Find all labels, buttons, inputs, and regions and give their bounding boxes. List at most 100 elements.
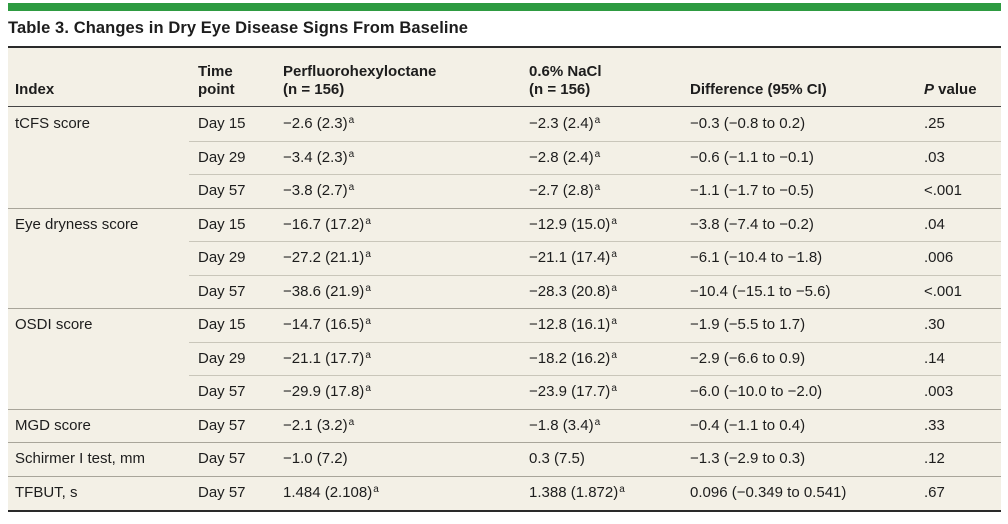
cell-time: Day 57 — [198, 450, 246, 468]
table-row: Day 29 −21.1 (17.7)a −18.2 (16.2)a −2.9 (−6… — [8, 341, 1001, 376]
column-header-nacl: 0.6% NaCl (n = 156) — [529, 63, 602, 98]
column-header-index: Index — [15, 81, 55, 98]
table-row: OSDI score Day 15 −14.7 (16.5)a −12.8 (16.1… — [8, 308, 1001, 342]
footnote-marker: a — [365, 349, 371, 361]
cell-drug: −16.7 (17.2)a — [283, 215, 371, 233]
cell-p: .12 — [924, 450, 945, 468]
cell-control: −28.3 (20.8)a — [529, 282, 617, 300]
table-body: tCFS score Day 15 −2.6 (2.3)a −2.3 (2.4)a −0… — [8, 107, 1001, 509]
cell-time: Day 15 — [198, 115, 246, 133]
cell-time: Day 15 — [198, 316, 246, 334]
cell-control: −2.7 (2.8)a — [529, 182, 601, 200]
cell-p: .003 — [924, 383, 954, 401]
cell-index: TFBUT, s — [15, 483, 78, 501]
accent-bar — [8, 3, 1001, 11]
cell-p: .03 — [924, 148, 945, 166]
cell-p: .67 — [924, 483, 945, 501]
cell-time: Day 29 — [198, 249, 246, 267]
cell-drug: 1.484 (2.108)a — [283, 483, 379, 501]
cell-difference: −10.4 (−15.1 to −5.6) — [690, 282, 831, 300]
cell-index: tCFS score — [15, 115, 91, 133]
cell-drug: −3.4 (2.3)a — [283, 148, 355, 166]
footnote-marker: a — [611, 316, 617, 328]
cell-time: Day 29 — [198, 349, 246, 367]
cell-control: 0.3 (7.5) — [529, 450, 585, 468]
column-header-time-point: Time point — [198, 63, 235, 98]
cell-difference: −2.9 (−6.6 to 0.9) — [690, 349, 806, 367]
cell-drug: −21.1 (17.7)a — [283, 349, 371, 367]
footnote-marker: a — [619, 483, 625, 495]
cell-drug: −14.7 (16.5)a — [283, 316, 371, 334]
cell-control: −1.8 (3.4)a — [529, 416, 601, 434]
table-title: Table 3. Changes in Dry Eye Disease Sign… — [8, 19, 469, 37]
cell-time: Day 57 — [198, 416, 246, 434]
footnote-marker: a — [594, 148, 601, 160]
cell-drug: −38.6 (21.9)a — [283, 282, 371, 300]
cell-control: −12.9 (15.0)a — [529, 215, 617, 233]
footnote-marker: a — [611, 282, 617, 294]
cell-difference: −1.3 (−2.9 to 0.3) — [690, 450, 806, 468]
cell-drug: −2.6 (2.3)a — [283, 115, 355, 133]
footnote-marker: a — [611, 215, 617, 227]
footnote-marker: a — [373, 483, 379, 495]
footnote-marker: a — [348, 182, 355, 194]
table-row: Day 57 −38.6 (21.9)a −28.3 (20.8)a −10.4 (−… — [8, 274, 1001, 309]
cell-p: .04 — [924, 215, 945, 233]
cell-time: Day 57 — [198, 483, 246, 501]
cell-drug: −29.9 (17.8)a — [283, 383, 371, 401]
table-row: Day 29 −3.4 (2.3)a −2.8 (2.4)a −0.6 (−1.1 t… — [8, 140, 1001, 175]
cell-control: −2.3 (2.4)a — [529, 115, 601, 133]
column-header-difference: Difference (95% CI) — [690, 81, 827, 98]
cell-p: <.001 — [924, 282, 962, 300]
cell-p: .006 — [924, 249, 954, 267]
cell-drug: −27.2 (21.1)a — [283, 249, 371, 267]
cell-time: Day 57 — [198, 182, 246, 200]
cell-difference: −6.0 (−10.0 to −2.0) — [690, 383, 823, 401]
cell-control: −18.2 (16.2)a — [529, 349, 617, 367]
footnote-marker: a — [348, 148, 355, 160]
cell-control: −21.1 (17.4)a — [529, 249, 617, 267]
table-row: Day 29 −27.2 (21.1)a −21.1 (17.4)a −6.1 (−1… — [8, 241, 1001, 275]
cell-control: −23.9 (17.7)a — [529, 383, 617, 401]
cell-control: 1.388 (1.872)a — [529, 483, 625, 501]
cell-difference: −6.1 (−10.4 to −1.8) — [690, 249, 823, 267]
cell-index: MGD score — [15, 416, 91, 434]
cell-p: .30 — [924, 316, 945, 334]
cell-time: Day 15 — [198, 215, 246, 233]
footnote-marker: a — [594, 115, 601, 127]
cell-p: .25 — [924, 115, 945, 133]
footnote-marker: a — [365, 215, 371, 227]
cell-index: Schirmer I test, mm — [15, 450, 146, 468]
footnote-marker: a — [348, 416, 355, 428]
cell-index: OSDI score — [15, 316, 93, 334]
cell-p: .14 — [924, 349, 945, 367]
table-row: Eye dryness score Day 15 −16.7 (17.2)a −12.… — [8, 207, 1001, 242]
cell-difference: −3.8 (−7.4 to −0.2) — [690, 215, 814, 233]
footnote-marker: a — [611, 383, 617, 395]
table-header-row: Index Time point Perfluorohexyloctane (n… — [8, 48, 1001, 107]
cell-time: Day 57 — [198, 282, 246, 300]
table-row: Schirmer I test, mm Day 57 −1.0 (7.2) 0.3 (… — [8, 442, 1001, 476]
cell-difference: −1.1 (−1.7 to −0.5) — [690, 182, 814, 200]
table-row: TFBUT, s Day 57 1.484 (2.108)a 1.388 (1.872… — [8, 475, 1001, 510]
footnote-marker: a — [611, 349, 617, 361]
cell-difference: 0.096 (−0.349 to 0.541) — [690, 483, 847, 501]
cell-control: −12.8 (16.1)a — [529, 316, 617, 334]
cell-drug: −1.0 (7.2) — [283, 450, 348, 468]
footnote-marker: a — [611, 249, 617, 261]
cell-control: −2.8 (2.4)a — [529, 148, 601, 166]
table-row: Day 57 −29.9 (17.8)a −23.9 (17.7)a −6.0 (−1… — [8, 375, 1001, 409]
table-row: tCFS score Day 15 −2.6 (2.3)a −2.3 (2.4)a −0… — [8, 107, 1001, 141]
cell-difference: −0.6 (−1.1 to −0.1) — [690, 148, 814, 166]
cell-difference: −0.3 (−0.8 to 0.2) — [690, 115, 806, 133]
cell-time: Day 29 — [198, 148, 246, 166]
cell-p: <.001 — [924, 182, 962, 200]
table-row: MGD score Day 57 −2.1 (3.2)a −1.8 (3.4)a −0.… — [8, 408, 1001, 443]
footnote-marker: a — [365, 249, 371, 261]
column-header-perfluorohexyloctane: Perfluorohexyloctane (n = 156) — [283, 63, 437, 98]
footnote-marker: a — [365, 383, 371, 395]
footnote-marker: a — [594, 182, 601, 194]
cell-difference: −0.4 (−1.1 to 0.4) — [690, 416, 806, 434]
footnote-marker: a — [365, 282, 371, 294]
